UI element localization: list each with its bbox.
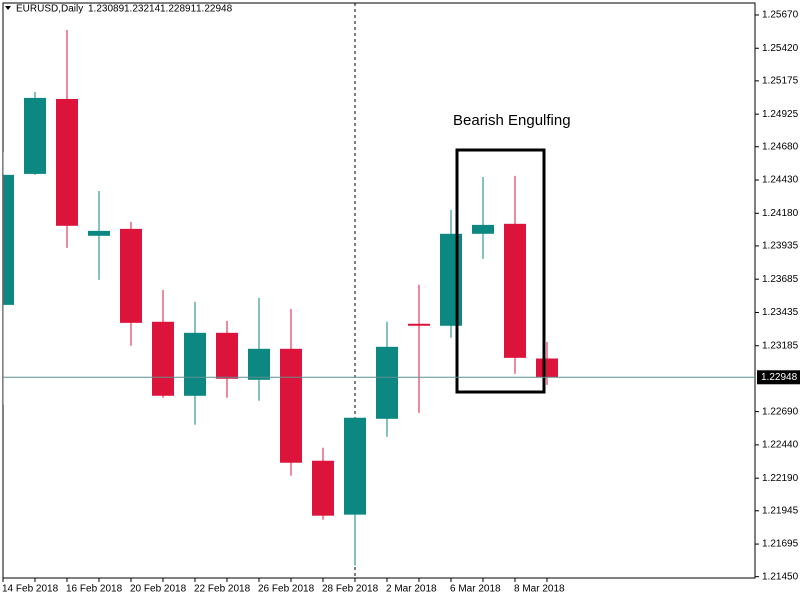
candle-body bbox=[344, 417, 366, 515]
y-tick-label: 1.23185 bbox=[762, 340, 799, 351]
y-tick-label: 1.22440 bbox=[762, 440, 799, 451]
plot-frame bbox=[2, 2, 756, 579]
header-close: 1.22948 bbox=[196, 4, 233, 15]
y-tick-label: 1.21945 bbox=[762, 505, 799, 516]
symbol-label: EURUSD,Daily bbox=[16, 4, 83, 15]
x-tick-label: 14 Feb 2018 bbox=[2, 584, 59, 595]
last-price-tag bbox=[757, 370, 800, 385]
y-tick-label: 1.25670 bbox=[762, 10, 799, 21]
y-tick-label: 1.24430 bbox=[762, 175, 799, 186]
candle-body bbox=[504, 223, 526, 358]
candle-body bbox=[312, 460, 334, 516]
pattern-box bbox=[455, 148, 546, 394]
candle-body bbox=[184, 332, 206, 396]
x-tick-label: 28 Feb 2018 bbox=[322, 584, 379, 595]
candle-body bbox=[536, 358, 558, 378]
x-tick-label: 22 Feb 2018 bbox=[194, 584, 251, 595]
annotation: Bearish Engulfing bbox=[453, 112, 571, 129]
candle-body bbox=[472, 224, 494, 234]
candle-body bbox=[376, 346, 398, 419]
y-tick-label: 1.22190 bbox=[762, 473, 799, 484]
y-tick-label: 1.23935 bbox=[762, 241, 799, 252]
candle-body bbox=[248, 348, 270, 380]
last-price-label: 1.22948 bbox=[761, 372, 798, 383]
y-tick-label: 1.22690 bbox=[762, 406, 799, 417]
y-tick-label: 1.24680 bbox=[762, 141, 799, 152]
candle-body bbox=[408, 323, 430, 326]
y-tick-label: 1.21450 bbox=[762, 571, 799, 582]
y-tick-label: 1.24180 bbox=[762, 208, 799, 219]
x-tick-label: 16 Feb 2018 bbox=[66, 584, 123, 595]
x-tick-label: 6 Mar 2018 bbox=[450, 584, 501, 595]
candle-body bbox=[120, 228, 142, 323]
header-high: 1.23214 bbox=[124, 4, 161, 15]
header-low: 1.22891 bbox=[160, 4, 197, 15]
candle-body bbox=[56, 98, 78, 226]
candle-body bbox=[440, 233, 462, 326]
candle-body bbox=[24, 97, 46, 174]
candle-body bbox=[216, 332, 238, 379]
x-tick-label: 20 Feb 2018 bbox=[130, 584, 187, 595]
x-tick-label: 2 Mar 2018 bbox=[386, 584, 437, 595]
y-tick-label: 1.23685 bbox=[762, 274, 799, 285]
menu-arrow[interactable] bbox=[5, 6, 11, 10]
x-tick-label: 26 Feb 2018 bbox=[258, 584, 315, 595]
candle-body bbox=[88, 230, 110, 236]
candle-body bbox=[280, 348, 302, 463]
y-tick-label: 1.25175 bbox=[762, 76, 799, 87]
y-tick-label: 1.25420 bbox=[762, 43, 799, 54]
candle-body bbox=[152, 321, 174, 396]
y-tick-label: 1.21695 bbox=[762, 539, 799, 550]
x-tick-label: 8 Mar 2018 bbox=[514, 584, 565, 595]
y-tick-label: 1.24925 bbox=[762, 109, 799, 120]
header-open: 1.23089 bbox=[88, 4, 125, 15]
y-tick-label: 1.23435 bbox=[762, 307, 799, 318]
candle-body bbox=[3, 174, 14, 305]
